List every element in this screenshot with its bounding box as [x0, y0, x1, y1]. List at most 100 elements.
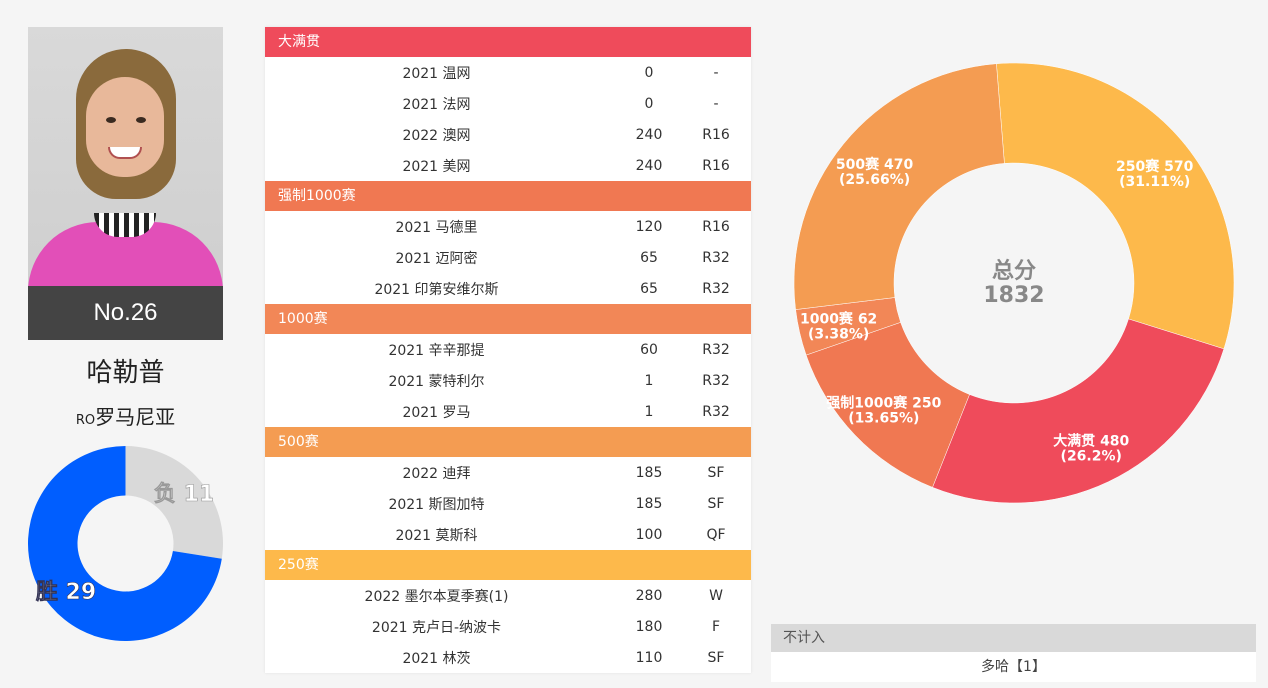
donut-slice-pct: (25.66%)	[839, 172, 910, 188]
points-cell: 120	[635, 218, 663, 235]
points-donut-chart: 250赛 570(31.11%) 大满贯 480(26.2%) 强制1000赛 25…	[793, 63, 1235, 504]
player-country: RO罗马尼亚	[28, 401, 223, 430]
points-cell: 240	[635, 157, 663, 174]
points-table: 大满贯 2021 温网 0-2021 法网 0-2022 澳网 240 R16 2021 美…	[265, 27, 751, 673]
donut-slice-pct: (3.38%)	[808, 327, 869, 343]
points-cell: 60	[640, 341, 658, 358]
points-cell: 0	[644, 64, 654, 81]
player-name: 哈勒普	[86, 358, 165, 388]
photo-face	[86, 77, 164, 177]
round-cell: R16	[702, 157, 730, 174]
points-cell: 1	[644, 372, 654, 389]
points-cell: 180	[635, 618, 663, 635]
loss-slice	[125, 446, 223, 559]
slice-value: 62	[858, 312, 877, 328]
tournament-cell: 2021 迈阿密	[395, 250, 478, 267]
slice-value: 470	[884, 157, 913, 173]
player-profile: No.26 哈勒普 RO罗马尼亚	[28, 27, 223, 430]
section-header: 强制1000赛	[265, 181, 751, 211]
tournament-cell: 2022 迪拜	[402, 465, 471, 482]
tournament-cell: 2022 澳网	[402, 127, 471, 144]
round-cell: F	[711, 618, 721, 635]
donut-slice-label: 1000赛 62	[800, 311, 877, 328]
loss-label: 负 11	[154, 482, 214, 507]
donut-slice-pct: (31.11%)	[1119, 174, 1190, 190]
photo-eye	[136, 117, 146, 123]
table-row: 2021 斯图加特 185 SF	[265, 488, 751, 519]
slice-name: 250赛	[1116, 158, 1160, 175]
slice-name: 大满贯	[1053, 433, 1095, 450]
donut-center-label: 总分	[992, 258, 1036, 284]
tournament-cell: 2021 马德里	[395, 219, 478, 236]
points-cell: 280	[635, 587, 663, 604]
points-cell: 65	[640, 249, 658, 266]
section-header: 500赛	[265, 427, 751, 457]
not-counted-value: 多哈【1】	[981, 659, 1046, 675]
tournament-cell: 2021 莫斯科	[395, 527, 478, 544]
points-cell: 185	[635, 495, 663, 512]
points-cell: 1	[644, 403, 654, 420]
round-cell: R32	[702, 372, 730, 389]
points-cell: 100	[635, 526, 663, 543]
round-cell: R32	[702, 403, 730, 420]
round-cell: R16	[702, 218, 730, 235]
round-cell: R16	[702, 126, 730, 143]
tournament-cell: 2021 法网	[402, 96, 471, 113]
country-name: 罗马尼亚	[95, 405, 176, 429]
win-slice	[28, 446, 222, 641]
round-cell: SF	[707, 649, 725, 666]
table-row: 2021 辛辛那提 60 R32	[265, 334, 751, 365]
round-cell: QF	[706, 526, 726, 543]
tournament-cell: 2022 墨尔本夏季赛(1)	[364, 588, 509, 605]
round-cell: R32	[702, 280, 730, 297]
country-code: RO	[75, 413, 96, 428]
points-cell: 240	[635, 126, 663, 143]
points-cell: 185	[635, 464, 663, 481]
tournament-cell: 2021 辛辛那提	[388, 342, 485, 359]
slice-name: 500赛	[836, 156, 880, 173]
table-row: 2022 墨尔本夏季赛(1) 280 W	[265, 580, 751, 611]
donut-center-value: 1832	[983, 283, 1044, 308]
section-header: 250赛	[265, 550, 751, 580]
table-row: 2021 马德里 120 R16	[265, 211, 751, 242]
points-cell: 110	[635, 649, 663, 666]
table-row: 2021 美网 240 R16	[265, 150, 751, 181]
round-cell: SF	[707, 464, 725, 481]
tournament-cell: 2021 温网	[402, 65, 471, 82]
tournament-cell: 2021 斯图加特	[388, 496, 485, 513]
donut-slice-label: 强制1000赛 250	[826, 394, 941, 411]
tournament-cell: 2021 克卢日-纳波卡	[371, 619, 502, 636]
table-row: 2021 温网 0 -	[265, 57, 751, 88]
table-row: 2021 莫斯科 100 QF	[265, 519, 751, 550]
slice-name: 1000赛	[800, 311, 854, 328]
table-row: 2021 法网 0 -	[265, 88, 751, 119]
slice-value: 570	[1164, 159, 1193, 175]
tournament-cell: 2021 印第安维尔斯	[374, 281, 499, 298]
donut-slice	[793, 63, 1005, 310]
win-label: 胜 29	[36, 580, 96, 605]
round-cell: -	[713, 64, 719, 81]
not-counted-panel: 不计入 多哈【1】	[771, 624, 1256, 682]
round-cell: SF	[707, 495, 725, 512]
points-cell: 65	[640, 280, 658, 297]
player-rank: No.26	[28, 286, 223, 340]
donut-slice-label: 大满贯 480	[1053, 433, 1129, 450]
slice-value: 480	[1100, 434, 1129, 450]
table-row: 2021 克卢日-纳波卡 180 F	[265, 611, 751, 642]
section-header: 1000赛	[265, 304, 751, 334]
donut-slice-label: 500赛 470	[836, 156, 914, 173]
donut-slice	[932, 318, 1225, 504]
donut-slice-label: 250赛 570	[1116, 158, 1194, 175]
section-header: 大满贯	[265, 27, 751, 57]
photo-eye	[106, 117, 116, 123]
not-counted-header: 不计入	[771, 624, 1256, 652]
round-cell: -	[713, 95, 719, 112]
tournament-cell: 2021 蒙特利尔	[388, 373, 485, 390]
table-row: 2021 蒙特利尔 1 R32	[265, 365, 751, 396]
win-loss-donut: 负 11 胜 29	[28, 446, 223, 641]
donut-slice-pct: (13.65%)	[848, 410, 919, 426]
round-cell: R32	[702, 341, 730, 358]
tournament-cell: 2021 林茨	[402, 650, 471, 667]
slice-value: 250	[912, 395, 941, 411]
slice-name: 强制1000赛	[826, 394, 908, 411]
